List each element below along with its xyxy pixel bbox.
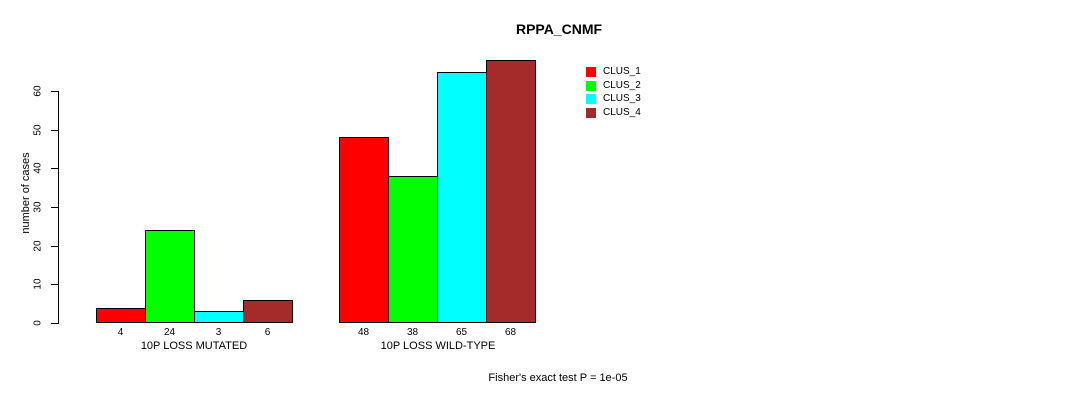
y-tick-label: 40 (32, 162, 44, 174)
y-tick-label: 20 (32, 240, 44, 252)
stat-annotation: Fisher's exact test P = 1e-05 (488, 372, 628, 384)
bar-clus_1-1 (96, 308, 146, 323)
y-tick-label: 60 (32, 85, 44, 97)
y-tick-mark (51, 323, 58, 324)
legend-label: CLUS_2 (603, 79, 641, 91)
bar-value-label: 48 (357, 327, 370, 338)
y-tick-label: 30 (32, 201, 44, 213)
bar-value-label: 65 (455, 327, 468, 338)
legend-item: CLUS_2 (586, 79, 641, 93)
y-axis-title: number of cases (20, 152, 32, 234)
bar-value-label: 24 (163, 327, 176, 338)
legend-swatch-clus_1 (586, 66, 596, 77)
category-label: 10P LOSS MUTATED (140, 340, 248, 352)
y-tick-mark (51, 130, 58, 131)
y-tick-label: 10 (32, 278, 44, 290)
bar-clus_2-2 (388, 176, 438, 323)
y-axis-line (58, 91, 59, 324)
category-label: 10P LOSS WILD-TYPE (380, 340, 496, 352)
legend-label: CLUS_1 (603, 65, 641, 77)
legend-item: CLUS_3 (586, 92, 641, 106)
legend-label: CLUS_4 (603, 106, 641, 118)
legend-swatch-clus_2 (586, 80, 596, 91)
y-tick-mark (51, 91, 58, 92)
legend-item: CLUS_4 (586, 106, 641, 120)
legend-label: CLUS_3 (603, 93, 641, 105)
legend-swatch-clus_4 (586, 107, 596, 118)
chart-title: RPPA_CNMF (515, 21, 603, 37)
bar-clus_2-1 (145, 230, 195, 323)
y-tick-mark (51, 246, 58, 247)
bar-value-label: 38 (406, 327, 419, 338)
bar-clus_4-2 (486, 60, 536, 323)
bar-clus_1-2 (339, 137, 389, 323)
bar-clus_3-1 (194, 311, 244, 323)
bar-clus_4-1 (243, 300, 293, 323)
y-tick-mark (51, 168, 58, 169)
bar-clus_3-2 (437, 72, 487, 323)
legend-item: CLUS_1 (586, 65, 641, 79)
y-tick-label: 50 (32, 124, 44, 136)
y-tick-label: 0 (32, 320, 44, 326)
legend: CLUS_1 CLUS_2 CLUS_3 CLUS_4 (586, 65, 641, 120)
bar-value-label: 3 (215, 327, 222, 338)
bar-value-label: 68 (504, 327, 517, 338)
bar-value-label: 4 (117, 327, 124, 338)
y-tick-mark (51, 207, 58, 208)
bar-value-label: 6 (264, 327, 271, 338)
legend-swatch-clus_3 (586, 94, 596, 105)
y-tick-mark (51, 284, 58, 285)
